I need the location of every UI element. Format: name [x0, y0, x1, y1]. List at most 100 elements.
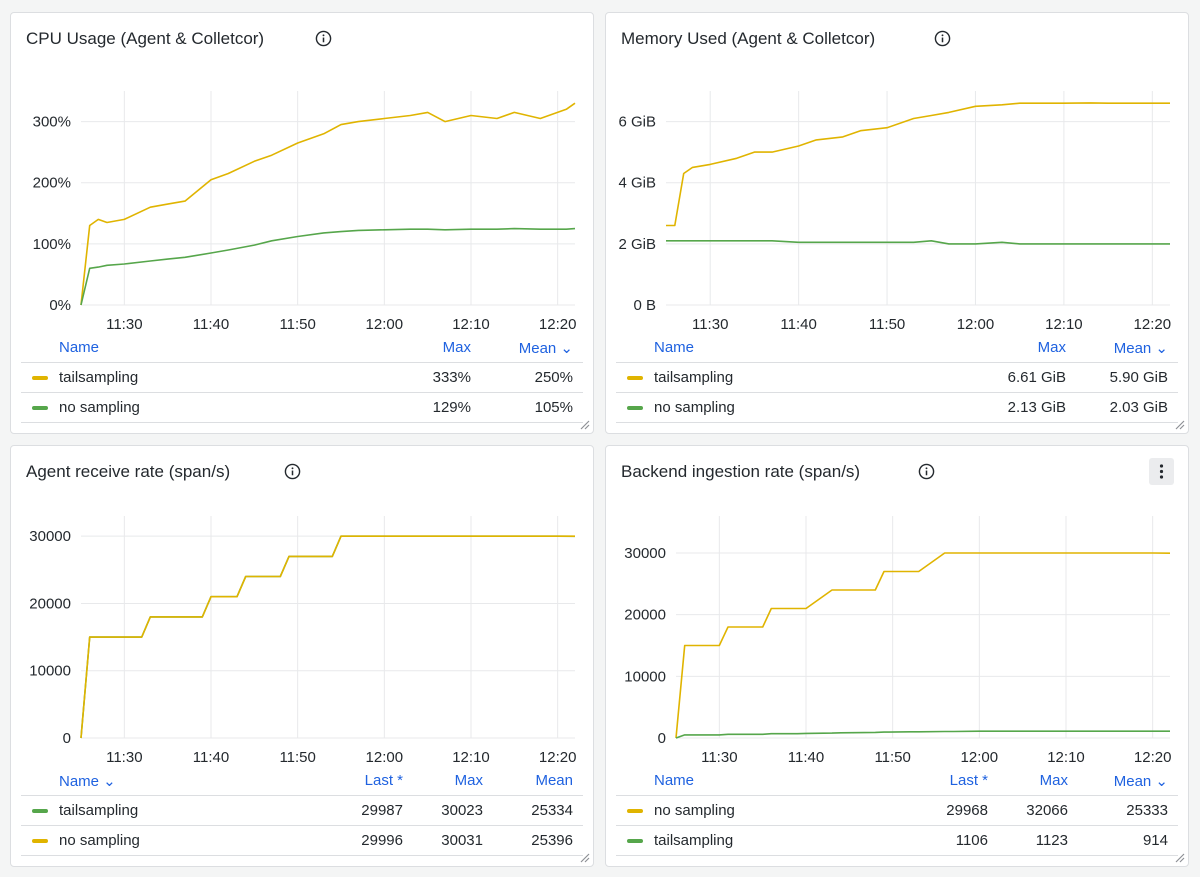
panel-memory-used: Memory Used (Agent & Colletcor) 11:30 11:… [605, 12, 1189, 434]
x-tick-label: 11:40 [788, 749, 824, 766]
divider [21, 825, 583, 826]
panel-menu-button[interactable] [1149, 458, 1174, 485]
info-icon[interactable] [934, 30, 951, 47]
x-tick-label: 12:00 [366, 749, 404, 766]
divider [616, 422, 1178, 423]
legend-header-last[interactable]: Last * [949, 772, 988, 789]
divider [616, 392, 1178, 393]
y-tick-label: 0% [49, 297, 71, 314]
y-tick-label: 0 [658, 730, 666, 747]
y-tick-label: 20000 [29, 595, 71, 612]
legend-header-max[interactable]: Max [454, 772, 483, 789]
divider [21, 362, 583, 363]
y-tick-label: 10000 [624, 668, 666, 685]
series-line-no-sampling[interactable] [675, 552, 1171, 739]
legend-mean-value: 105% [534, 399, 573, 416]
legend-last-value: 29996 [361, 832, 403, 849]
legend-series-name: tailsampling [654, 369, 734, 386]
series-swatch-tailsampling [32, 809, 48, 813]
info-icon[interactable] [284, 463, 301, 480]
legend-header-name[interactable]: Name [59, 339, 100, 356]
series-swatch-no-sampling [32, 406, 48, 410]
x-tick-label: 11:50 [279, 749, 315, 766]
legend-header-mean[interactable]: Mean ⌄ [1113, 773, 1168, 790]
x-tick-label: 11:50 [279, 316, 315, 333]
x-tick-label: 11:50 [874, 749, 910, 766]
divider [616, 362, 1178, 363]
legend-max-value: 32066 [1026, 802, 1068, 819]
x-tick-label: 12:20 [539, 316, 577, 333]
resize-handle-icon[interactable] [1175, 853, 1185, 863]
x-tick-label: 11:40 [193, 749, 229, 766]
y-tick-label: 10000 [29, 663, 71, 680]
x-tick-label: 12:00 [961, 749, 999, 766]
legend-header-mean[interactable]: Mean ⌄ [518, 340, 573, 357]
legend-header-max[interactable]: Max [442, 339, 471, 356]
chart-backend-ingestion-rate: 11:30 11:40 11:50 12:00 12:10 12:20 0 10000 2000… [624, 516, 1171, 766]
x-tick-label: 12:20 [1134, 316, 1172, 333]
series-line-no-sampling[interactable] [80, 227, 576, 306]
legend-mean-value: 25334 [531, 802, 573, 819]
x-tick-label: 11:30 [692, 316, 728, 333]
y-tick-label: 30000 [29, 528, 71, 545]
legend-header-name[interactable]: Name [654, 339, 695, 356]
series-swatch-no-sampling [32, 839, 48, 843]
legend-header-name[interactable]: Name ⌄ [59, 773, 116, 790]
series-line-tailsampling[interactable] [80, 102, 576, 306]
series-line-no-sampling[interactable] [80, 535, 575, 739]
divider [616, 795, 1178, 796]
panel-title: CPU Usage (Agent & Colletcor) [26, 29, 265, 48]
divider [21, 422, 583, 423]
legend-mean-value: 5.90 GiB [1109, 369, 1168, 386]
y-tick-label: 4 GiB [618, 175, 656, 192]
divider [21, 392, 583, 393]
resize-handle-icon[interactable] [580, 420, 590, 430]
y-tick-label: 6 GiB [618, 114, 656, 131]
y-tick-label: 300% [33, 114, 71, 131]
y-tick-label: 200% [33, 175, 71, 192]
resize-handle-icon[interactable] [1175, 420, 1185, 430]
series-line-no-sampling[interactable] [666, 240, 1170, 245]
legend-max-value: 129% [432, 399, 471, 416]
legend-series-name: no sampling [654, 399, 735, 416]
legend-header-max[interactable]: Max [1037, 339, 1066, 356]
legend-last-value: 29987 [361, 802, 403, 819]
y-tick-label: 2 GiB [618, 236, 656, 253]
y-tick-label: 0 [63, 730, 71, 747]
legend-series-name: no sampling [654, 802, 735, 819]
panel-agent-receive-rate: Agent receive rate (span/s) 11:30 11:40 11… [10, 445, 594, 867]
legend-header-mean[interactable]: Mean ⌄ [1113, 340, 1168, 357]
legend-mean-value: 2.03 GiB [1109, 399, 1168, 416]
x-tick-label: 12:10 [1047, 749, 1085, 766]
series-line-tailsampling[interactable] [675, 730, 1170, 739]
legend-header-last[interactable]: Last * [364, 772, 403, 789]
legend-max-value: 30023 [441, 802, 483, 819]
legend-max-value: 1123 [1035, 832, 1068, 849]
legend-series-name: no sampling [59, 399, 140, 416]
x-tick-label: 12:00 [366, 316, 404, 333]
info-icon[interactable] [918, 463, 935, 480]
chart-agent-receive-rate: 11:30 11:40 11:50 12:00 12:10 12:20 0 10000 2000… [29, 516, 577, 766]
x-tick-label: 12:20 [539, 749, 577, 766]
legend-series-name: tailsampling [59, 369, 139, 386]
legend-max-value: 30031 [441, 832, 483, 849]
series-swatch-tailsampling [627, 376, 643, 380]
legend-series-name: tailsampling [654, 832, 734, 849]
series-swatch-no-sampling [627, 406, 643, 410]
legend-header-name[interactable]: Name [654, 772, 695, 789]
x-tick-label: 11:40 [193, 316, 229, 333]
legend-last-value: 1106 [955, 832, 988, 849]
x-tick-label: 11:50 [869, 316, 905, 333]
series-line-tailsampling[interactable] [666, 102, 1170, 227]
x-tick-label: 12:10 [452, 749, 490, 766]
legend-series-name: tailsampling [59, 802, 139, 819]
resize-handle-icon[interactable] [580, 853, 590, 863]
chart-cpu-usage: 11:30 11:40 11:50 12:00 12:10 12:20 0% 100% 200%… [33, 91, 577, 333]
legend-mean-value: 25396 [531, 832, 573, 849]
divider [616, 825, 1178, 826]
legend-header-max[interactable]: Max [1039, 772, 1068, 789]
divider [616, 855, 1178, 856]
legend-header-mean[interactable]: Mean [535, 772, 573, 789]
info-icon[interactable] [315, 30, 332, 47]
series-line-tailsampling[interactable] [80, 535, 576, 739]
